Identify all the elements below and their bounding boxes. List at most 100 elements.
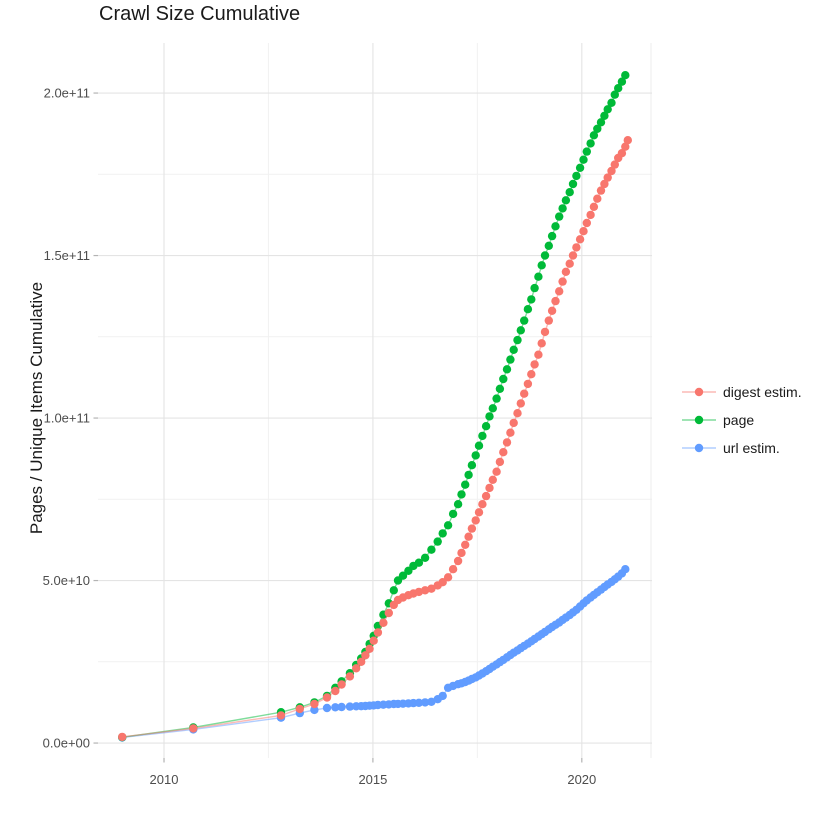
data-point xyxy=(589,131,599,140)
y-tick-label: 1.0e+11 xyxy=(44,411,90,426)
data-point xyxy=(610,90,619,99)
data-point xyxy=(568,179,578,189)
data-point xyxy=(414,558,424,567)
axis-tick-marks xyxy=(93,92,583,763)
data-point xyxy=(586,210,595,220)
data-point xyxy=(478,500,487,509)
data-point xyxy=(607,98,616,108)
data-point xyxy=(614,84,623,93)
data-point xyxy=(540,327,550,337)
data-point xyxy=(603,105,612,114)
data-point xyxy=(492,467,501,476)
data-point xyxy=(603,173,612,182)
data-point xyxy=(593,194,602,203)
legend-label-url: url estim. xyxy=(723,440,780,456)
x-tick-label: 2020 xyxy=(567,772,596,787)
data-point xyxy=(555,287,564,296)
data-point xyxy=(621,565,630,574)
data-point xyxy=(610,160,619,169)
data-point xyxy=(499,374,508,384)
data-point xyxy=(495,457,505,467)
series-line xyxy=(122,568,626,739)
data-point xyxy=(558,204,567,213)
data-point xyxy=(481,422,491,431)
data-point xyxy=(565,188,574,197)
data-point xyxy=(544,316,553,325)
data-point xyxy=(509,345,518,354)
data-point xyxy=(492,394,501,403)
data-point xyxy=(534,272,543,281)
data-point xyxy=(414,698,424,707)
data-point xyxy=(530,360,539,369)
data-point xyxy=(617,77,627,86)
data-point xyxy=(427,545,436,554)
data-point xyxy=(485,483,494,493)
series-layer xyxy=(118,71,632,742)
data-point xyxy=(530,283,539,293)
data-point xyxy=(547,231,557,241)
data-point xyxy=(443,573,453,582)
data-point xyxy=(474,508,484,517)
data-point xyxy=(520,389,529,398)
data-point xyxy=(593,124,602,133)
data-point xyxy=(600,111,609,121)
data-point xyxy=(499,448,508,457)
data-point xyxy=(373,628,383,637)
data-point xyxy=(596,118,606,127)
data-point xyxy=(420,586,430,595)
data-point xyxy=(506,355,515,364)
data-point xyxy=(310,699,319,709)
data-point xyxy=(551,222,560,231)
data-point xyxy=(558,277,567,286)
data-point xyxy=(617,149,627,158)
data-point xyxy=(467,524,477,533)
data-point xyxy=(485,412,494,421)
data-point xyxy=(600,179,609,189)
series-line xyxy=(122,139,629,738)
legend-key-url-icon xyxy=(682,443,716,453)
data-point xyxy=(579,227,588,236)
legend-label-digest: digest estim. xyxy=(723,384,802,400)
legend-label-page: page xyxy=(723,412,755,428)
data-point xyxy=(506,428,515,437)
data-point xyxy=(457,548,466,558)
data-point xyxy=(369,636,378,645)
data-point xyxy=(464,470,473,480)
data-point xyxy=(448,509,458,519)
data-point xyxy=(513,409,522,418)
data-point xyxy=(527,370,536,379)
series-url-estim xyxy=(118,565,630,742)
gridlines-minor xyxy=(98,43,652,758)
data-point xyxy=(516,399,525,408)
data-point xyxy=(433,537,442,546)
data-point xyxy=(534,350,543,359)
data-point xyxy=(540,251,550,260)
data-point xyxy=(461,540,470,549)
legend-item-page: page xyxy=(679,406,802,434)
data-point xyxy=(189,724,198,733)
data-point xyxy=(568,251,578,260)
data-point xyxy=(509,418,518,428)
data-point xyxy=(345,702,355,711)
data-point xyxy=(575,163,585,172)
data-point xyxy=(352,664,361,673)
data-point xyxy=(607,166,616,176)
data-point xyxy=(443,521,453,530)
legend-key-digest-icon xyxy=(682,387,716,397)
data-point xyxy=(575,235,585,244)
data-point xyxy=(361,651,370,660)
data-point xyxy=(471,516,480,525)
data-point xyxy=(623,136,632,145)
data-point xyxy=(118,732,127,742)
data-point xyxy=(481,491,491,501)
data-point xyxy=(561,196,571,205)
data-point xyxy=(464,532,473,541)
data-point xyxy=(337,702,346,712)
data-point xyxy=(523,379,533,389)
data-point xyxy=(295,704,304,714)
data-point xyxy=(502,438,512,447)
data-point xyxy=(345,672,355,681)
data-point xyxy=(365,644,374,653)
data-point xyxy=(438,578,447,587)
data-point xyxy=(467,461,477,470)
